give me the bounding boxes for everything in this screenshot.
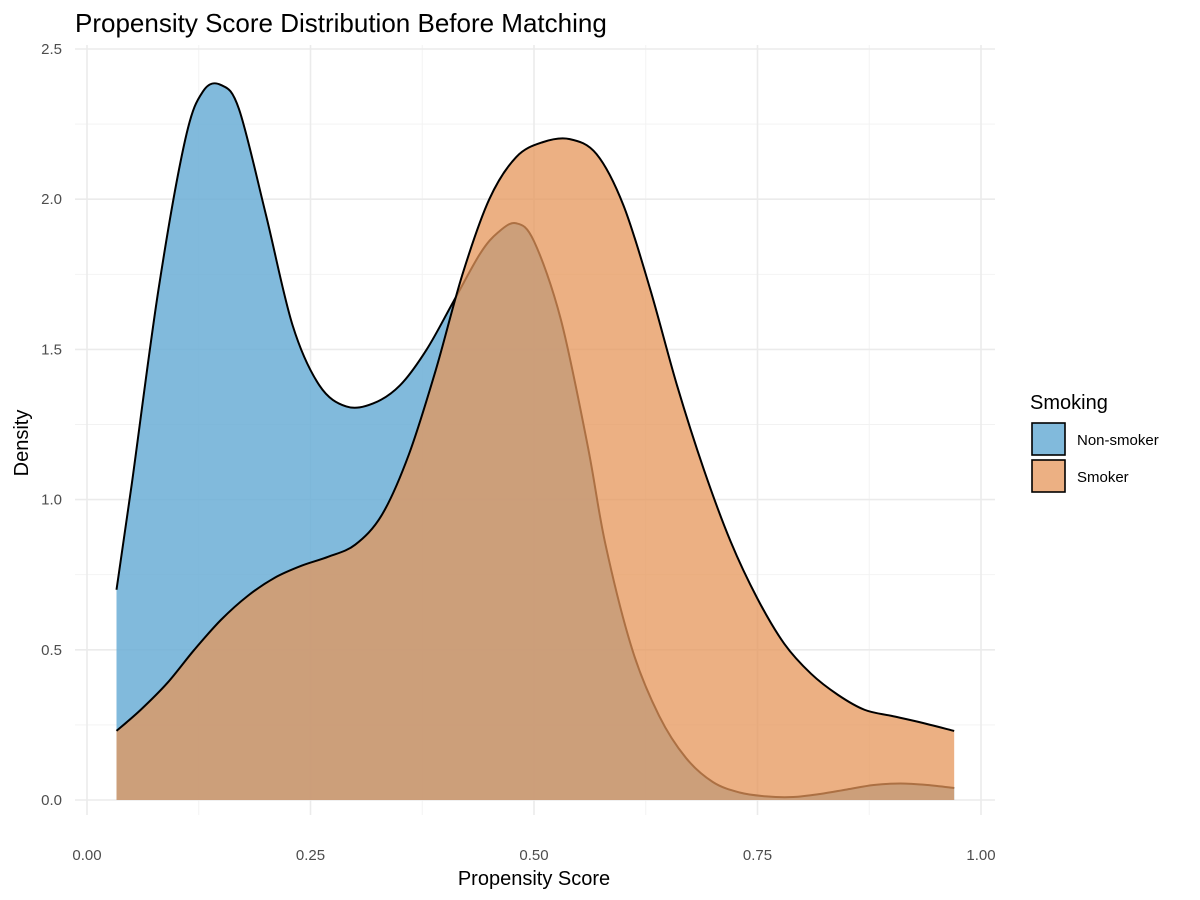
legend-key-smoker <box>1031 459 1066 493</box>
legend: Smoking Non-smoker Smoker <box>1030 392 1159 493</box>
x-tick-label: 0.25 <box>296 847 325 864</box>
y-tick-label: 1.0 <box>41 492 62 509</box>
x-axis-title: Propensity Score <box>458 868 610 890</box>
y-axis-title: Density <box>11 410 33 477</box>
density-area-smoker-outline <box>115 137 955 732</box>
legend-label-non-smoker: Non-smoker <box>1077 432 1159 449</box>
x-tick-label: 1.00 <box>966 847 995 864</box>
legend-title: Smoking <box>1030 392 1108 414</box>
legend-key-non-smoker <box>1031 422 1066 456</box>
y-tick-label: 1.5 <box>41 341 62 358</box>
y-axis-ticks: 0.0 0.5 1.0 1.5 2.0 2.5 <box>41 41 62 809</box>
x-tick-label: 0.50 <box>519 847 548 864</box>
x-tick-label: 0.00 <box>72 847 101 864</box>
legend-label-smoker: Smoker <box>1077 469 1129 486</box>
density-areas <box>115 82 955 801</box>
y-tick-label: 0.0 <box>41 792 62 809</box>
density-area-smoker-fill <box>116 138 955 800</box>
y-tick-label: 0.5 <box>41 642 62 659</box>
y-tick-label: 2.0 <box>41 191 62 208</box>
x-tick-label: 0.75 <box>743 847 772 864</box>
chart-title: Propensity Score Distribution Before Mat… <box>75 8 607 38</box>
y-tick-label: 2.5 <box>41 41 62 58</box>
x-axis-ticks: 0.00 0.25 0.50 0.75 1.00 <box>72 847 995 864</box>
